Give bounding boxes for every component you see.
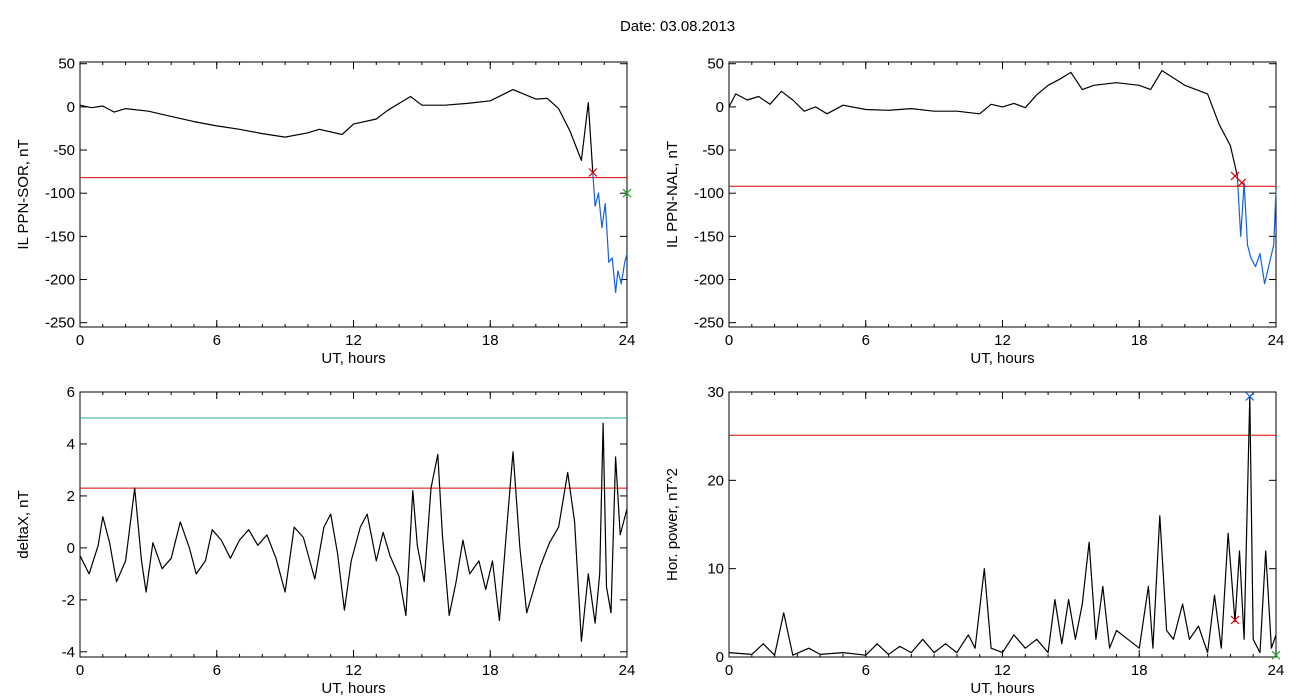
x-tick-label: 24	[1268, 332, 1285, 349]
x-axis-label: UT, hours	[321, 350, 385, 367]
x-tick-label: 24	[619, 662, 636, 679]
panel-p3: 0 6 12 18 24 6 4 2 0 -2 -4 UT, hours deltaX, nT	[15, 384, 635, 697]
marker-stroke	[622, 188, 632, 198]
series-line	[79, 88, 594, 173]
y-tick-label: -200	[45, 272, 75, 289]
y-tick-label: 0	[67, 99, 75, 116]
y-tick-label: 20	[707, 472, 724, 489]
x-tick-label: 6	[862, 662, 870, 679]
y-tick-label: -50	[702, 142, 724, 159]
panel-p2: 0 6 12 18 24 50 0 -50 -100 -150 -200 -250 UT, hours I…	[664, 56, 1284, 367]
panel-p4: 0 6 12 18 24 30 20 10 0 UT, hours Hor. power, nT^2	[664, 384, 1284, 697]
y-tick-label: -150	[45, 228, 75, 245]
x-tick-label: 18	[1131, 662, 1148, 679]
x-axis-label: UT, hours	[321, 680, 385, 697]
y-tick-label: -100	[694, 185, 724, 202]
marker-stroke	[1271, 650, 1281, 660]
marker-stroke	[1230, 171, 1240, 181]
y-tick-label: -4	[62, 644, 75, 661]
series-line	[592, 172, 628, 294]
y-tick-label: 0	[716, 99, 724, 116]
y-tick-label: 2	[67, 488, 75, 505]
y-tick-label: -200	[694, 272, 724, 289]
y-tick-label: -2	[62, 592, 75, 609]
series-line	[728, 395, 1277, 656]
x-tick-label: 12	[345, 332, 362, 349]
x-tick-label: 18	[1131, 332, 1148, 349]
chart-title: Date: 03.08.2013	[619, 18, 736, 35]
x-tick-label: 0	[725, 332, 733, 349]
y-axis-label: Hor. power, nT^2	[664, 468, 681, 581]
event-marker	[1245, 391, 1255, 401]
event-marker	[1230, 171, 1240, 181]
x-axis-label: UT, hours	[970, 350, 1034, 367]
y-axis-label: deltaX, nT	[15, 490, 32, 558]
plot-frame	[79, 61, 628, 328]
marker-stroke	[588, 168, 598, 177]
series-line	[79, 422, 628, 643]
x-tick-label: 6	[862, 332, 870, 349]
event-marker	[1230, 615, 1240, 625]
event-marker	[622, 188, 632, 198]
plot-frame	[728, 391, 1277, 658]
y-tick-label: 50	[58, 56, 75, 73]
x-tick-label: 6	[213, 332, 221, 349]
y-tick-label: -50	[53, 142, 75, 159]
x-tick-label: 18	[482, 332, 499, 349]
y-tick-label: -250	[45, 315, 75, 332]
x-tick-label: 12	[345, 662, 362, 679]
y-tick-label: -150	[694, 228, 724, 245]
x-tick-label: 24	[619, 332, 636, 349]
plot-frame	[728, 61, 1277, 328]
y-tick-label: 10	[707, 561, 724, 578]
x-tick-label: 12	[994, 332, 1011, 349]
y-tick-label: 6	[67, 384, 75, 401]
marker-stroke	[1230, 615, 1240, 625]
panel-p1: 0 6 12 18 24 50 0 -50 -100 -150 -200 -250 UT, hours I…	[15, 56, 635, 367]
y-axis-label: IL PPN-NAL, nT	[664, 141, 681, 248]
plot-frame	[79, 391, 628, 658]
series-line	[728, 69, 1238, 177]
y-tick-label: 30	[707, 384, 724, 401]
series-line	[1236, 175, 1277, 285]
event-marker	[588, 168, 598, 177]
x-axis-label: UT, hours	[970, 680, 1034, 697]
y-tick-label: -250	[694, 315, 724, 332]
y-tick-label: 0	[67, 540, 75, 557]
marker-stroke	[1245, 391, 1255, 401]
x-tick-label: 18	[482, 662, 499, 679]
y-tick-label: 0	[716, 649, 724, 666]
x-tick-label: 0	[76, 332, 84, 349]
event-marker	[1271, 650, 1281, 660]
x-tick-label: 6	[213, 662, 221, 679]
event-marker	[1237, 178, 1247, 188]
y-axis-label: IL PPN-SOR, nT	[15, 139, 32, 249]
y-tick-label: 50	[707, 56, 724, 73]
marker-stroke	[1237, 178, 1247, 188]
x-tick-label: 0	[725, 662, 733, 679]
x-tick-label: 24	[1268, 662, 1285, 679]
y-tick-label: 4	[67, 436, 75, 453]
x-tick-label: 0	[76, 662, 84, 679]
x-tick-label: 12	[994, 662, 1011, 679]
y-tick-label: -100	[45, 185, 75, 202]
